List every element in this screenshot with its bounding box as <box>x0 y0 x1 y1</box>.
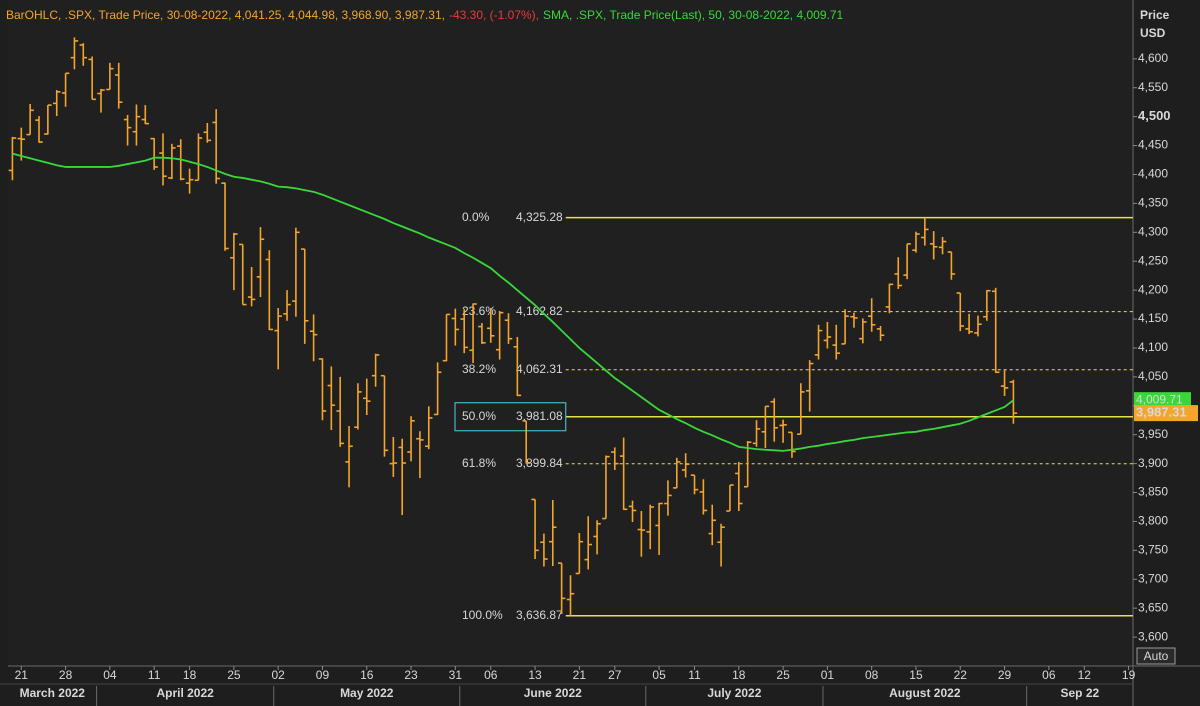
x-tick-label: 18 <box>183 668 197 682</box>
x-tick-label: 21 <box>573 668 587 682</box>
x-tick-label: 31 <box>449 668 463 682</box>
x-tick-label: 13 <box>528 668 542 682</box>
header-change: -43.30, (-1.07%), <box>449 8 539 22</box>
y-tick-label: 3,650 <box>1138 600 1168 614</box>
y-tick-label: 4,350 <box>1138 196 1168 210</box>
month-label: July 2022 <box>707 686 761 700</box>
y-tick-label: 4,200 <box>1138 282 1168 296</box>
y-tick-label: 4,500 <box>1138 108 1171 123</box>
fib-highlight <box>454 402 567 432</box>
x-tick-label: 16 <box>360 668 374 682</box>
x-tick-label: 05 <box>652 668 666 682</box>
fib-value-label: 4,325.28 <box>516 210 563 224</box>
x-tick-label: 28 <box>59 668 73 682</box>
fib-value-label: 3,636.87 <box>516 608 563 622</box>
x-tick-label: 23 <box>404 668 418 682</box>
x-tick-label: 06 <box>484 668 498 682</box>
x-tick-label: 06 <box>1042 668 1056 682</box>
axis-title: Price <box>1140 8 1170 22</box>
plot-area <box>8 0 1133 666</box>
y-tick-label: 4,600 <box>1138 51 1168 65</box>
x-tick-label: 11 <box>688 668 701 682</box>
month-label: March 2022 <box>20 686 86 700</box>
x-tick-label: 29 <box>998 668 1012 682</box>
auto-button-label[interactable]: Auto <box>1144 649 1169 663</box>
fib-percent-label: 38.2% <box>462 362 496 376</box>
x-tick-label: 15 <box>909 668 923 682</box>
header: BarOHLC, .SPX, Trade Price, 30-08-2022, … <box>6 8 844 22</box>
y-tick-label: 3,700 <box>1138 571 1168 585</box>
x-tick-label: 22 <box>954 668 968 682</box>
y-tick-label: 4,400 <box>1138 167 1168 181</box>
y-tick-label: 4,300 <box>1138 224 1168 238</box>
x-tick-label: 02 <box>271 668 285 682</box>
x-tick-label: 11 <box>148 668 161 682</box>
header-sma: SMA, .SPX, Trade Price(Last), 50, 30-08-… <box>543 8 843 22</box>
fib-value-label: 3,981.08 <box>516 409 563 423</box>
x-tick-label: 25 <box>227 668 241 682</box>
y-tick-label: 3,900 <box>1138 456 1168 470</box>
y-tick-label: 4,100 <box>1138 340 1168 354</box>
fib-value-label: 3,899.84 <box>516 456 563 470</box>
sma-last-tag <box>1134 392 1191 409</box>
auto-button[interactable] <box>1136 647 1176 665</box>
month-label: Sep 22 <box>1060 686 1099 700</box>
month-label: May 2022 <box>340 686 394 700</box>
fib-value-label: 4,062.31 <box>516 362 563 376</box>
y-tick-label: 3,750 <box>1138 543 1168 557</box>
x-tick-label: 08 <box>865 668 879 682</box>
axis-title: USD <box>1140 26 1166 40</box>
y-tick-label: 4,050 <box>1138 369 1168 383</box>
fib-percent-label: 61.8% <box>462 456 496 470</box>
x-tick-label: 27 <box>608 668 622 682</box>
x-tick-label: 09 <box>316 668 330 682</box>
sma-last-label: 4,009.71 <box>1136 392 1183 406</box>
x-tick-label: 01 <box>821 668 835 682</box>
y-tick-label: 3,950 <box>1138 427 1168 441</box>
month-label: April 2022 <box>156 686 214 700</box>
close-last-label: 3,987.31 <box>1136 405 1187 420</box>
x-tick-label: 25 <box>776 668 790 682</box>
fib-percent-label: 50.0% <box>462 409 496 423</box>
x-tick-label: 04 <box>103 668 117 682</box>
y-tick-label: 4,150 <box>1138 311 1168 325</box>
fib-percent-label: 100.0% <box>462 608 503 622</box>
fib-value-label: 4,162.82 <box>516 304 563 318</box>
y-tick-label: 4,250 <box>1138 253 1168 267</box>
fib-percent-label: 0.0% <box>462 210 490 224</box>
y-tick-label: 3,850 <box>1138 485 1168 499</box>
x-tick-label: 21 <box>15 668 29 682</box>
month-label: June 2022 <box>524 686 582 700</box>
sma-line <box>12 152 1014 452</box>
y-tick-label: 4,450 <box>1138 138 1168 152</box>
x-tick-label: 12 <box>1078 668 1092 682</box>
month-label: August 2022 <box>889 686 961 700</box>
x-tick-label: 18 <box>732 668 746 682</box>
x-tick-label: 19 <box>1122 668 1136 682</box>
fib-percent-label: 23.6% <box>462 304 496 318</box>
y-tick-label: 3,800 <box>1138 514 1168 528</box>
y-tick-label: 4,550 <box>1138 80 1168 94</box>
close-last-tag <box>1134 405 1198 422</box>
y-tick-label: 3,600 <box>1138 629 1168 643</box>
header-ohlc: BarOHLC, .SPX, Trade Price, 30-08-2022, … <box>6 8 445 22</box>
